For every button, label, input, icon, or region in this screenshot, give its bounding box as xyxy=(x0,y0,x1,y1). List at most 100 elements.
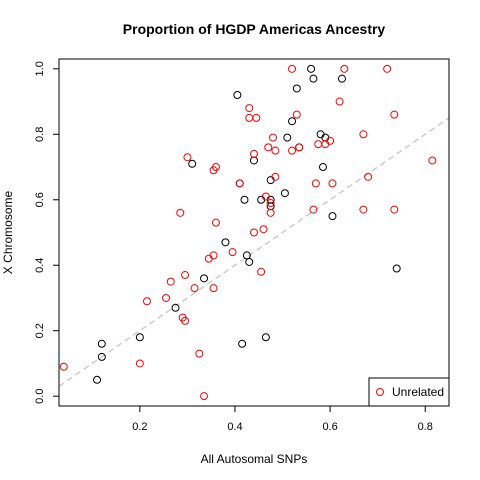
data-point-unrelated xyxy=(59,362,68,371)
y-axis-label: X Chromosome xyxy=(1,191,15,275)
data-point-black xyxy=(321,133,330,142)
data-point-black xyxy=(188,159,197,168)
y-tick-label: 0.4 xyxy=(34,258,46,273)
x-axis: 0.2 0.4 0.6 0.8 xyxy=(132,406,433,433)
data-point-unrelated xyxy=(340,64,349,73)
data-point-unrelated xyxy=(250,228,258,237)
plot-frame xyxy=(58,58,450,407)
y-tick-label: 1.0 xyxy=(34,61,46,76)
y-axis: 0.0 0.2 0.4 0.6 0.8 1.0 xyxy=(34,61,59,404)
data-point-unrelated xyxy=(190,284,199,293)
y-tick-label: 0.8 xyxy=(34,127,46,142)
data-point-unrelated xyxy=(326,136,335,145)
chart-title: Proportion of HGDP Americas Ancestry xyxy=(123,21,386,37)
data-point-unrelated xyxy=(311,179,320,188)
data-point-unrelated xyxy=(292,110,301,119)
data-point-unrelated xyxy=(359,130,368,139)
data-point-unrelated xyxy=(271,172,280,181)
data-point-unrelated xyxy=(390,110,399,119)
data-point-black xyxy=(266,176,275,185)
data-point-black xyxy=(307,64,316,73)
data-point-unrelated xyxy=(335,97,344,106)
data-point-unrelated xyxy=(176,208,185,217)
data-point-unrelated xyxy=(135,359,144,368)
data-point-unrelated xyxy=(266,199,275,208)
data-point-unrelated xyxy=(181,271,190,280)
data-point-black xyxy=(392,264,401,273)
data-point-black xyxy=(318,163,327,172)
data-point-unrelated xyxy=(288,146,297,155)
x-tick-label: 0.8 xyxy=(418,421,433,433)
data-point-black xyxy=(200,274,209,283)
data-point-unrelated xyxy=(235,179,244,188)
data-point-unrelated xyxy=(257,267,266,276)
x-axis-label: All Autosomal SNPs xyxy=(201,452,308,466)
data-point-unrelated xyxy=(183,153,192,162)
data-point-unrelated xyxy=(252,113,261,122)
data-point-black xyxy=(93,375,102,384)
data-point-unrelated xyxy=(211,163,220,172)
y-tick-label: 0.6 xyxy=(34,192,46,207)
data-point-unrelated xyxy=(288,64,297,73)
data-point-black xyxy=(280,189,289,198)
legend-label-unrelated: Unrelated xyxy=(392,385,444,399)
legend-marker-unrelated xyxy=(376,388,384,396)
data-point-unrelated xyxy=(204,254,213,263)
data-point-unrelated xyxy=(245,113,254,122)
data-point-unrelated xyxy=(383,64,392,73)
data-point-unrelated xyxy=(364,172,373,181)
data-point-black xyxy=(245,257,254,266)
data-point-unrelated xyxy=(309,205,318,214)
data-points xyxy=(59,64,437,401)
data-point-black xyxy=(97,339,106,348)
data-point-black xyxy=(288,117,297,126)
data-point-black xyxy=(240,195,249,204)
data-point-unrelated xyxy=(269,133,278,142)
data-point-unrelated xyxy=(200,392,209,401)
data-point-unrelated xyxy=(209,251,218,260)
x-tick-label: 0.2 xyxy=(132,421,147,433)
data-point-unrelated xyxy=(162,293,171,302)
data-point-unrelated xyxy=(266,208,275,217)
data-point-unrelated xyxy=(211,218,220,227)
x-tick-label: 0.6 xyxy=(322,421,337,433)
data-point-unrelated xyxy=(271,146,280,155)
data-point-black xyxy=(257,195,266,204)
x-tick-label: 0.4 xyxy=(227,421,242,433)
data-point-black xyxy=(233,91,242,100)
data-point-unrelated xyxy=(359,205,368,214)
reference-line xyxy=(58,117,450,387)
data-point-black xyxy=(328,212,337,221)
y-tick-label: 0.2 xyxy=(34,323,46,338)
data-point-black xyxy=(97,352,106,361)
data-point-unrelated xyxy=(195,349,204,358)
data-point-black xyxy=(337,74,346,83)
data-point-unrelated xyxy=(259,225,268,234)
data-point-black xyxy=(261,333,270,342)
data-point-unrelated xyxy=(209,284,218,293)
data-point-black xyxy=(292,84,301,93)
data-point-black xyxy=(250,156,258,165)
data-point-black xyxy=(171,303,180,312)
data-point-unrelated xyxy=(264,143,273,152)
y-tick-label: 0.0 xyxy=(34,389,46,404)
data-point-black xyxy=(238,339,247,348)
legend: Unrelated xyxy=(368,377,450,407)
data-point-black xyxy=(283,133,292,142)
data-point-unrelated xyxy=(314,140,323,149)
data-point-unrelated xyxy=(295,143,304,152)
data-point-unrelated xyxy=(321,140,330,149)
data-point-black xyxy=(309,74,318,83)
data-point-unrelated xyxy=(390,205,399,214)
data-point-unrelated xyxy=(328,179,337,188)
data-point-unrelated xyxy=(142,297,151,306)
data-point-unrelated xyxy=(166,277,175,286)
data-point-black xyxy=(135,333,144,342)
data-point-unrelated xyxy=(181,316,190,325)
data-point-black xyxy=(316,130,325,139)
data-point-unrelated xyxy=(250,149,258,158)
data-point-unrelated xyxy=(245,104,254,113)
data-point-unrelated xyxy=(228,248,237,257)
legend-box xyxy=(368,377,450,407)
